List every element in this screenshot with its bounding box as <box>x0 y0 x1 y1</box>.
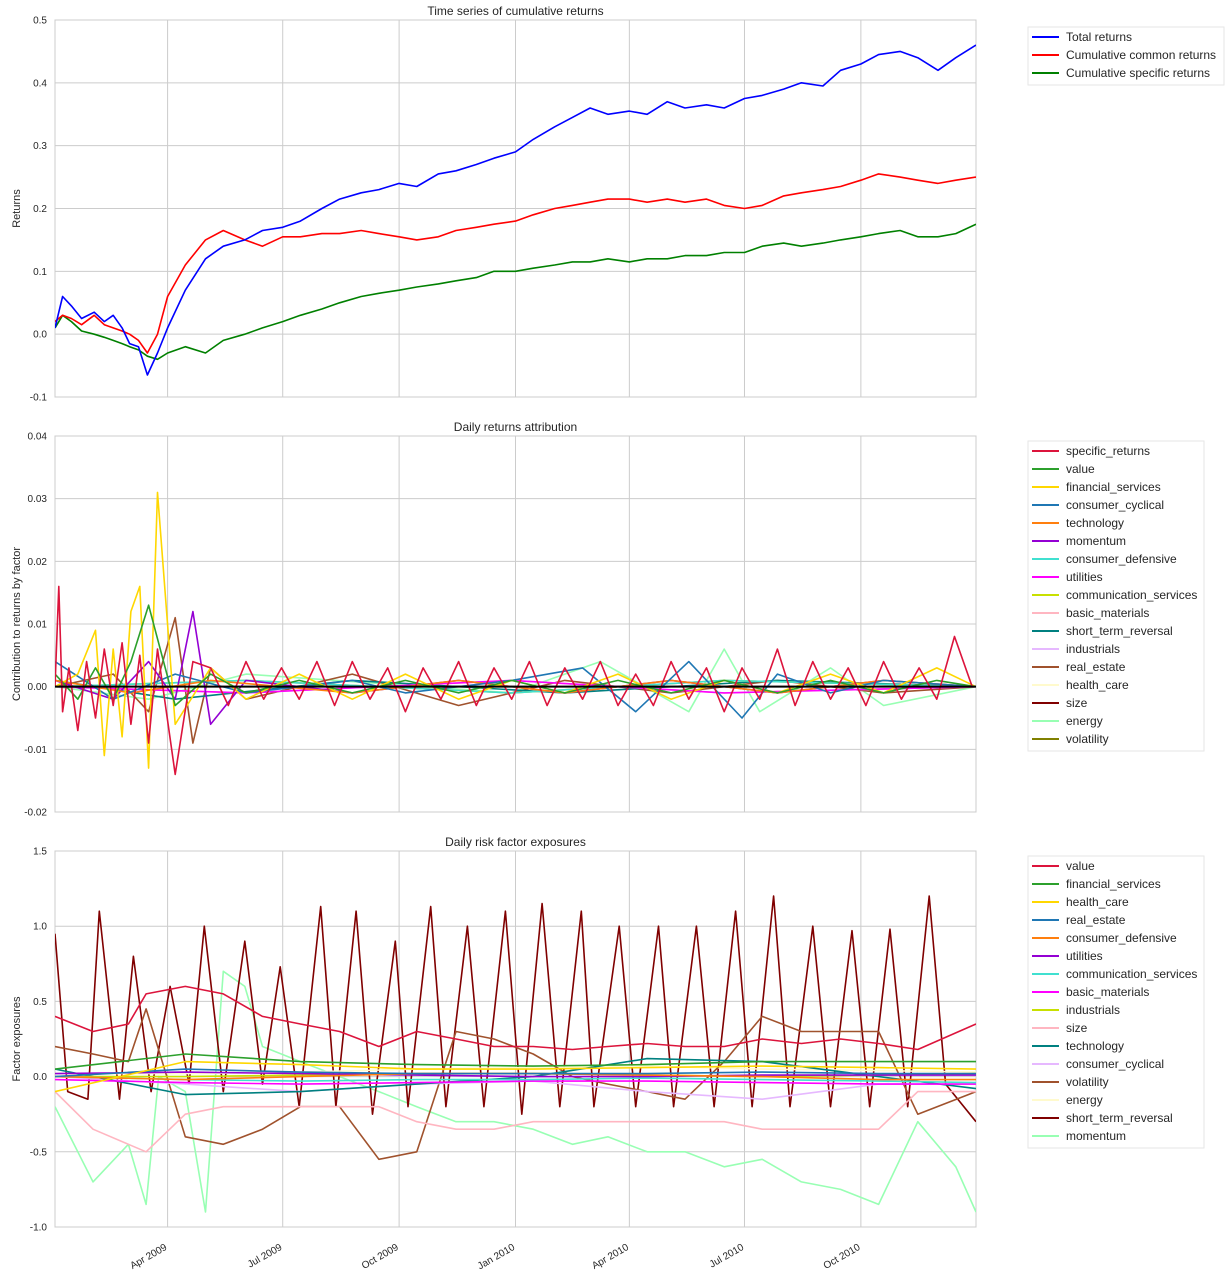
x-tick-label: Jul 2009 <box>246 1242 285 1271</box>
legend-label: volatility <box>1066 1075 1109 1089</box>
legend-label: technology <box>1066 1039 1124 1053</box>
series-line-health-care <box>55 1060 976 1093</box>
legend-label: Cumulative common returns <box>1066 48 1216 62</box>
y-tick-label: 1.5 <box>33 847 47 858</box>
legend-label: Cumulative specific returns <box>1066 66 1210 80</box>
x-tick-label: Jul 2010 <box>708 1242 747 1271</box>
x-tick-label: Oct 2010 <box>822 1242 863 1271</box>
legend-label: consumer_defensive <box>1066 552 1177 566</box>
legend-label: utilities <box>1066 570 1103 584</box>
y-tick-label: -1.0 <box>30 1223 48 1234</box>
legend-label: financial_services <box>1066 877 1161 891</box>
legend-label: communication_services <box>1066 967 1197 981</box>
legend-label: momentum <box>1066 534 1126 548</box>
legend-label: industrials <box>1066 642 1120 656</box>
chart-title: Time series of cumulative returns <box>427 4 603 18</box>
y-axis-label: Returns <box>11 189 23 228</box>
series-line-volatility <box>55 1008 976 1161</box>
x-tick-label: Apr 2010 <box>590 1242 631 1271</box>
y-tick-label: 0.5 <box>33 997 47 1008</box>
y-tick-label: 0.0 <box>33 330 47 341</box>
series-line-total-returns <box>55 44 976 376</box>
y-tick-label: 0.0 <box>33 1072 47 1083</box>
legend-box <box>1027 26 1225 86</box>
legend-label: specific_returns <box>1066 444 1150 458</box>
series-line-real-estate <box>55 1068 976 1078</box>
legend-label: financial_services <box>1066 480 1161 494</box>
legend-label: energy <box>1066 1093 1103 1107</box>
y-tick-label: 0.2 <box>33 204 47 215</box>
legend-label: technology <box>1066 516 1124 530</box>
y-tick-label: 1.0 <box>33 922 47 933</box>
y-tick-label: -0.1 <box>30 393 48 404</box>
series-line-cumulative-common-returns <box>55 173 976 354</box>
series-line-financial-services <box>55 1053 976 1070</box>
legend-label: short_term_reversal <box>1066 624 1173 638</box>
series-line-momentum <box>55 970 976 1213</box>
y-tick-label: 0.1 <box>33 267 47 278</box>
legend-label: consumer_cyclical <box>1066 498 1164 512</box>
legend-label: industrials <box>1066 1003 1120 1017</box>
series-line-short-term-reversal <box>55 895 976 1123</box>
series-line-basic-materials <box>55 1078 976 1085</box>
legend-label: real_estate <box>1066 660 1126 674</box>
y-tick-label: 0.5 <box>33 16 47 27</box>
series-group <box>55 44 976 376</box>
series-line-communication-services <box>55 1075 976 1084</box>
series-group <box>55 895 976 1213</box>
legend-label: basic_materials <box>1066 985 1149 999</box>
y-tick-label: 0.3 <box>33 141 47 152</box>
legend-label: health_care <box>1066 678 1129 692</box>
y-tick-label: -0.5 <box>30 1147 48 1158</box>
legend: Total returns Cumulative common returns Cu… <box>1027 26 1225 86</box>
chart-panel-2: 0.04 0.03 0.02 0.01 0.00 -0.01 -0.02 Daily retu… <box>11 420 1205 819</box>
x-tick-label: Oct 2009 <box>360 1242 401 1271</box>
legend-label: size <box>1066 1021 1088 1035</box>
series-line-utilities <box>55 1071 976 1078</box>
x-tick-label: Apr 2009 <box>128 1242 169 1271</box>
y-tick-label: 0.02 <box>28 557 48 568</box>
series-line-value <box>55 985 976 1051</box>
y-axis-label: Contribution to returns by factor <box>11 547 23 701</box>
legend-label: short_term_reversal <box>1066 1111 1173 1125</box>
legend-label: Total returns <box>1066 30 1132 44</box>
series-line-cumulative-specific-returns <box>55 223 976 361</box>
legend-label: consumer_defensive <box>1066 931 1177 945</box>
legend-label: consumer_cyclical <box>1066 1057 1164 1071</box>
chart-title: Daily returns attribution <box>454 420 577 434</box>
legend-label: utilities <box>1066 949 1103 963</box>
legend-label: communication_services <box>1066 588 1197 602</box>
y-tick-label: 0.4 <box>33 78 47 89</box>
legend-label: energy <box>1066 714 1103 728</box>
legend: value financial_services health_care real_e… <box>1027 855 1205 1149</box>
y-tick-label: 0.01 <box>28 620 48 631</box>
legend-label: value <box>1066 462 1095 476</box>
y-tick-label: 0.00 <box>28 682 48 693</box>
y-tick-label: 0.03 <box>28 494 48 505</box>
legend-label: real_estate <box>1066 913 1126 927</box>
legend-label: health_care <box>1066 895 1129 909</box>
y-tick-label: -0.01 <box>24 745 47 756</box>
y-axis-label: Factor exposures <box>11 996 23 1081</box>
legend-label: basic_materials <box>1066 606 1149 620</box>
legend-label: size <box>1066 696 1088 710</box>
chart-panel-1: 0.5 0.4 0.3 0.2 0.1 0.0 -0.1 Time series of cum… <box>11 4 1225 404</box>
series-line-size <box>55 1090 976 1153</box>
series-line-specific-returns <box>55 585 973 776</box>
chart-panel-3: 1.5 1.0 0.5 0.0 -0.5 -1.0 Apr 2009 Jul 2009 Oct … <box>11 835 1205 1272</box>
legend-label: volatility <box>1066 732 1109 746</box>
y-tick-label: 0.04 <box>28 432 48 443</box>
legend-label: value <box>1066 859 1095 873</box>
chart-title: Daily risk factor exposures <box>445 835 586 849</box>
x-tick-label: Jan 2010 <box>476 1242 518 1271</box>
y-tick-label: -0.02 <box>24 808 47 819</box>
legend-label: momentum <box>1066 1129 1126 1143</box>
